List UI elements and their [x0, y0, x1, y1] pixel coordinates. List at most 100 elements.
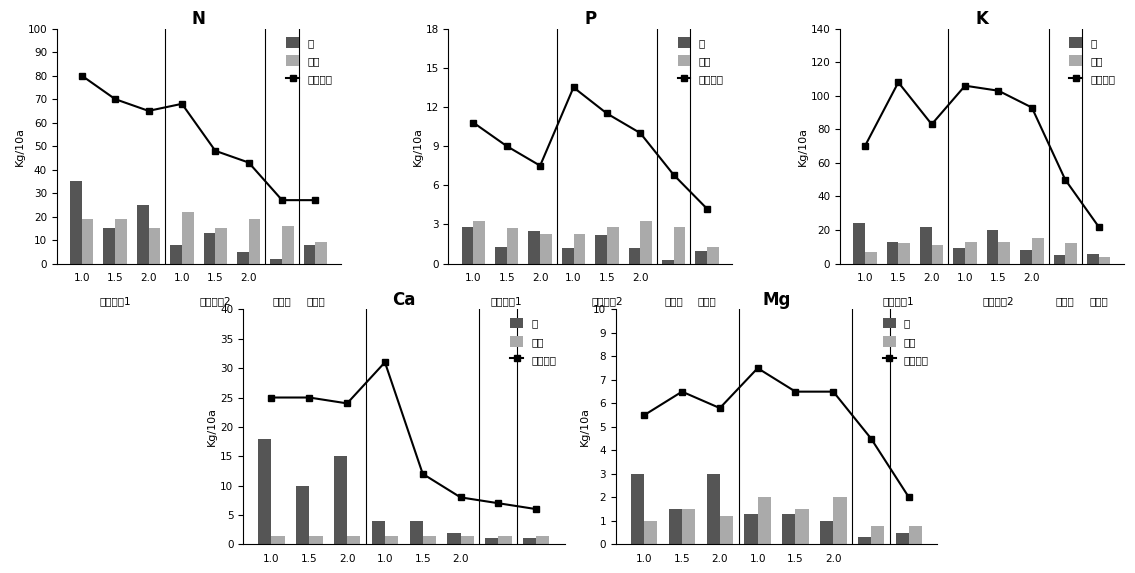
Bar	[953, 249, 965, 264]
Bar	[82, 219, 93, 264]
Title: Ca: Ca	[393, 291, 415, 309]
Text: 유기비뢔1: 유기비뢔1	[491, 296, 522, 307]
Text: 관행구: 관행구	[1090, 296, 1108, 307]
Legend: 잎, 둥체, 총흡수량: 잎, 둥체, 총흡수량	[1067, 34, 1118, 87]
Y-axis label: Kg/10a: Kg/10a	[580, 407, 590, 446]
Legend: 잎, 둥체, 총흡수량: 잎, 둥체, 총흡수량	[880, 315, 932, 368]
Bar	[920, 227, 932, 264]
Text: 유기비뢔1: 유기비뢔1	[883, 296, 914, 307]
Bar	[865, 252, 876, 264]
Bar	[203, 233, 216, 264]
Bar	[886, 242, 898, 264]
Bar	[573, 234, 586, 264]
Bar	[115, 219, 127, 264]
Title: P: P	[585, 10, 596, 29]
Bar	[1020, 250, 1032, 264]
Bar	[334, 456, 347, 544]
Bar	[296, 486, 310, 544]
Text: 관행구: 관행구	[306, 296, 325, 307]
Bar	[986, 230, 999, 264]
Bar	[540, 234, 552, 264]
Text: 관행구: 관행구	[698, 296, 716, 307]
Y-axis label: Kg/10a: Kg/10a	[208, 407, 218, 446]
Bar	[237, 252, 249, 264]
Bar	[371, 521, 385, 544]
Bar	[720, 516, 733, 544]
Bar	[216, 228, 227, 264]
Bar	[696, 250, 707, 264]
Bar	[70, 181, 82, 264]
Bar	[674, 227, 686, 264]
Bar	[529, 231, 540, 264]
Title: Mg: Mg	[763, 291, 791, 309]
Bar	[669, 509, 682, 544]
Bar	[461, 536, 473, 544]
Bar	[858, 537, 871, 544]
Bar	[932, 245, 943, 264]
Bar	[645, 521, 657, 544]
Bar	[707, 246, 718, 264]
Legend: 잎, 둥체, 총흡수량: 잎, 둥체, 총흡수량	[507, 315, 560, 368]
Legend: 잎, 둥체, 총흡수량: 잎, 둥체, 총흡수량	[284, 34, 335, 87]
Bar	[347, 536, 360, 544]
Bar	[662, 260, 674, 264]
Y-axis label: Kg/10a: Kg/10a	[15, 127, 25, 166]
Title: K: K	[975, 10, 989, 29]
Bar	[410, 521, 422, 544]
Bar	[103, 228, 115, 264]
Bar	[422, 536, 436, 544]
Bar	[249, 219, 260, 264]
Bar	[137, 205, 149, 264]
Bar	[745, 514, 758, 544]
Bar	[506, 228, 519, 264]
Bar	[149, 228, 160, 264]
Bar	[1066, 244, 1077, 264]
Text: 무비구: 무비구	[1056, 296, 1075, 307]
Bar	[898, 244, 910, 264]
Bar	[523, 539, 536, 544]
Text: 유기비뢔2: 유기비뢔2	[983, 296, 1015, 307]
Bar	[796, 509, 809, 544]
Bar	[595, 235, 607, 264]
Bar	[498, 536, 512, 544]
Bar	[1053, 255, 1066, 264]
Bar	[821, 521, 833, 544]
Bar	[682, 509, 696, 544]
Bar	[485, 539, 498, 544]
Bar	[495, 246, 506, 264]
Bar	[629, 248, 640, 264]
Bar	[607, 227, 619, 264]
Bar	[707, 474, 720, 544]
Bar	[782, 514, 796, 544]
Bar	[536, 536, 549, 544]
Text: 무비구: 무비구	[664, 296, 683, 307]
Y-axis label: Kg/10a: Kg/10a	[798, 127, 808, 166]
Bar	[304, 245, 316, 264]
Bar	[310, 536, 322, 544]
Bar	[833, 497, 847, 544]
Bar	[271, 536, 285, 544]
Bar	[758, 497, 771, 544]
Text: 유기비뢔2: 유기비뢔2	[591, 296, 623, 307]
Bar	[562, 248, 573, 264]
Bar	[1032, 238, 1043, 264]
Text: 유기비뢔2: 유기비뢔2	[200, 296, 232, 307]
Bar	[631, 474, 645, 544]
Text: 유기비뢔1: 유기비뢔1	[100, 296, 131, 307]
Bar	[896, 533, 909, 544]
Bar	[316, 242, 327, 264]
Bar	[909, 525, 922, 544]
Bar	[283, 226, 294, 264]
Bar	[854, 223, 865, 264]
Bar	[871, 525, 884, 544]
Bar	[385, 536, 398, 544]
Bar	[182, 212, 194, 264]
Y-axis label: Kg/10a: Kg/10a	[413, 127, 422, 166]
Bar	[1099, 257, 1110, 264]
Bar	[999, 242, 1010, 264]
Bar	[1087, 253, 1099, 264]
Bar	[447, 533, 461, 544]
Text: 무비구: 무비구	[272, 296, 292, 307]
Legend: 잎, 둥체, 총흡수량: 잎, 둥체, 총흡수량	[675, 34, 726, 87]
Bar	[170, 245, 182, 264]
